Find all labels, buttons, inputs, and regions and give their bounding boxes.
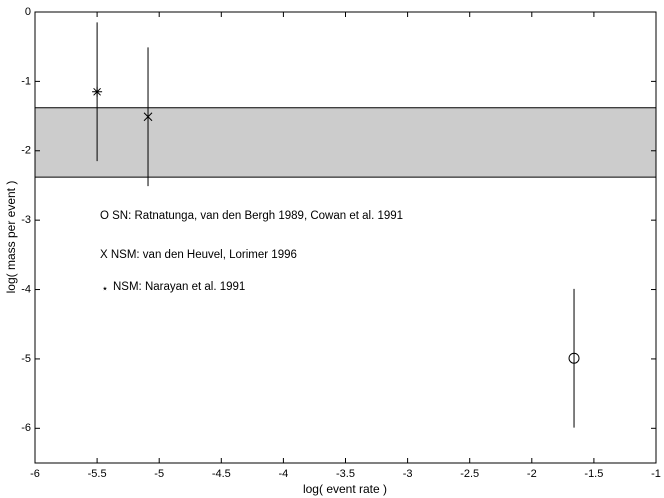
plot-frame: [34, 11, 657, 464]
x-tick-label: -5.5: [88, 468, 107, 480]
y-tick-label: 0: [25, 6, 31, 18]
x-tick-label: -2.5: [460, 468, 479, 480]
x-tick-label: -2: [527, 468, 537, 480]
marker: [92, 86, 103, 97]
annotation: NSM: Narayan et al. 1991: [113, 281, 245, 293]
x-tick-label: -3.5: [336, 468, 355, 480]
x-tick-label: -4.5: [212, 468, 231, 480]
x-tick-label: -3: [403, 468, 413, 480]
y-tick-label: -3: [21, 214, 31, 226]
y-tick-label: -4: [21, 283, 31, 295]
x-tick-label: -5: [154, 468, 164, 480]
annotation: X NSM: van den Heuvel, Lorimer 1996: [100, 249, 297, 261]
marker: [568, 352, 580, 364]
y-tick-label: -5: [21, 353, 31, 365]
x-tick-label: -1: [651, 468, 661, 480]
x-axis-label: log( event rate ): [303, 482, 387, 496]
marker: [143, 112, 153, 122]
x-tick-label: -4: [279, 468, 289, 480]
y-axis-label: log( mass per event ): [4, 181, 18, 294]
x-tick-label: -6: [30, 468, 40, 480]
band: [34, 107, 657, 178]
y-tick-label: -2: [21, 145, 31, 157]
x-tick-label: -1.5: [584, 468, 603, 480]
y-tick-label: -1: [21, 75, 31, 87]
plot: -6 -5.5 -5 -4.5 -4 -3.5 -3 -2.5 -2 -1.5 -1 -6 -5 -4 -3…: [21, 6, 661, 480]
annotation-symbol: ⋆: [102, 283, 109, 295]
y-tick-label: -6: [21, 422, 31, 434]
annotation: O SN: Ratnatunga, van den Bergh 1989, Co…: [100, 210, 403, 222]
